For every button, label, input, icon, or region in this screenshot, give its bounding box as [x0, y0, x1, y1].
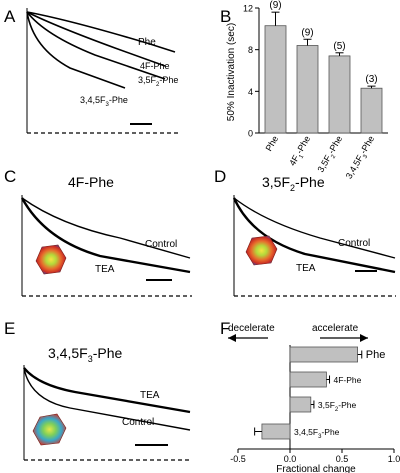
trace-d-control — [233, 197, 396, 259]
panel-f-chart: F decelerate accelerate Fractional chang… — [220, 319, 400, 473]
panel-e-label-control: Control — [122, 417, 154, 428]
panel-b-ytick-label: 12 — [243, 4, 253, 14]
trace-c-control — [21, 197, 191, 259]
bar — [289, 371, 327, 388]
panel-f-letter: F — [220, 319, 230, 338]
panel-e-letter: E — [4, 319, 15, 338]
panel-c-title: 4F-Phe — [68, 174, 114, 190]
panel-b-category-label: 3,4,5F3-Phe — [344, 134, 379, 182]
arrow-right-head-icon — [360, 334, 368, 342]
bar — [289, 346, 358, 363]
panel-d: D 3,5F2-Phe Control TEA — [214, 167, 396, 297]
panel-f-category-label: 3,5F2-Phe — [318, 400, 357, 413]
trace-e-control — [23, 367, 191, 431]
panel-b-ytick-label: 4 — [248, 87, 253, 97]
bar — [360, 87, 383, 134]
panel-d-title: 3,5F2-Phe — [262, 174, 325, 193]
trace-phe — [26, 11, 176, 53]
bar — [264, 25, 287, 134]
n-label: (9) — [301, 27, 313, 38]
panel-f-xtick-label: 0.5 — [336, 454, 349, 464]
n-label: (9) — [269, 0, 281, 11]
bar — [296, 45, 319, 134]
trace-d-tea — [232, 197, 396, 274]
molecule-icon — [35, 244, 67, 275]
label-phe: Phe — [138, 37, 156, 48]
panel-c-letter: C — [4, 167, 16, 186]
panel-b-ytick-label: 0 — [248, 129, 253, 139]
trace-345f3-phe — [26, 11, 126, 89]
panel-c-label-tea: TEA — [95, 264, 115, 275]
panel-d-label-tea: TEA — [296, 263, 316, 274]
label-345f3-phe: 3,4,5F3-Phe — [80, 95, 128, 108]
trace-c-tea — [20, 197, 191, 274]
panel-b-ylabel: 50% Inactivation (sec) — [226, 23, 237, 121]
label-35f2-phe: 3,5F2-Phe — [138, 75, 178, 88]
panel-e-title: 3,4,5F3-Phe — [48, 345, 123, 364]
panel-c-label-control: Control — [145, 239, 177, 250]
arrow-left-head-icon — [228, 334, 236, 342]
molecule-icon — [32, 413, 67, 446]
molecule-icon — [245, 235, 278, 266]
bar — [261, 423, 291, 440]
trace-35f2-phe — [26, 11, 166, 80]
panel-b-category-label: 4F1-Phe — [287, 134, 315, 169]
panel-b-category-label: 3,5F2-Phe — [315, 134, 346, 175]
trace-e-tea — [23, 367, 191, 414]
panel-f-category-label: 4F-Phe — [334, 375, 362, 385]
label-accelerate: accelerate — [312, 323, 359, 334]
panel-d-label-control: Control — [338, 238, 370, 249]
panel-f-category-label: Phe — [366, 349, 386, 361]
label-decelerate: decelerate — [228, 323, 275, 334]
panel-b-category-label: Phe — [264, 134, 281, 153]
panel-e: E 3,4,5F3-Phe TEA Control — [4, 319, 192, 461]
panel-e-label-tea: TEA — [140, 390, 160, 401]
panel-f-xtick-label: 0.0 — [284, 454, 297, 464]
bar — [328, 55, 351, 134]
label-4f-phe: 4F-Phe — [140, 61, 170, 71]
panel-f-xlabel: Fractional change — [276, 464, 356, 473]
trace-4f-phe — [26, 11, 166, 67]
panel-d-letter: D — [214, 167, 226, 186]
panel-a-letter: A — [4, 7, 16, 26]
panel-f-xtick-label: -0.5 — [230, 454, 246, 464]
panel-f-category-label: 3,4,5F3-Phe — [294, 427, 340, 440]
panel-b-ytick-label: 8 — [248, 45, 253, 55]
panel-b-chart: B 50% Inactivation (sec) 0 4 8 12 (9) (9) (5)… — [220, 0, 388, 182]
panel-f-xtick-label: 1.0 — [388, 454, 400, 464]
n-label: (5) — [333, 41, 345, 52]
bar — [289, 396, 312, 413]
panel-a: A Phe 4F-Phe 3,5F2-Phe 3,4,5F3-Phe — [4, 7, 178, 134]
n-label: (3) — [365, 74, 377, 85]
panel-c: C 4F-Phe Control TEA — [4, 167, 192, 297]
panel-b-letter: B — [220, 7, 231, 26]
